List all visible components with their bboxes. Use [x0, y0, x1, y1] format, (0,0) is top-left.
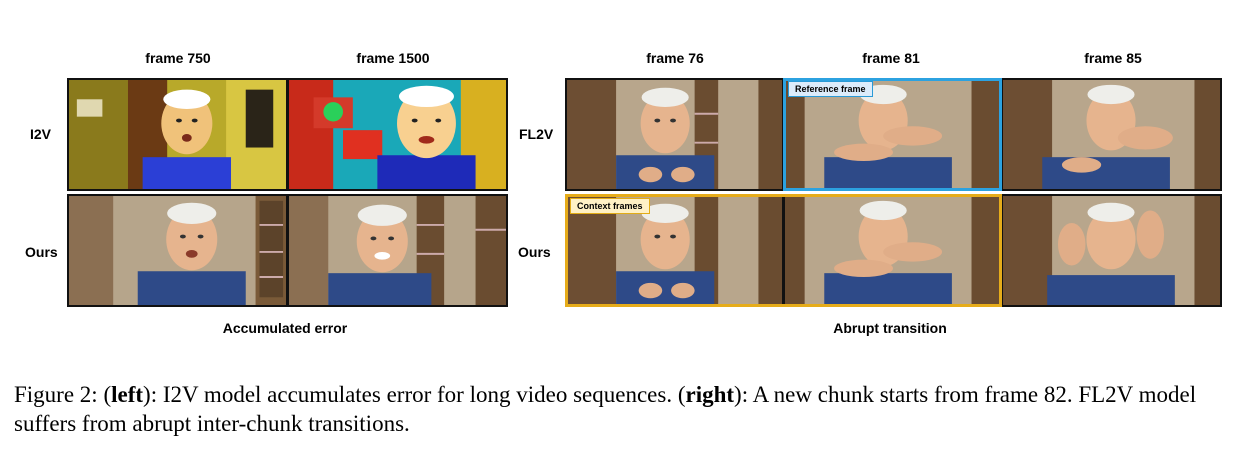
context-frames-tag: Context frames — [570, 198, 650, 214]
row-label-i2v: I2V — [30, 126, 52, 142]
frame-label-81: frame 81 — [862, 50, 920, 66]
image-fl2v-frame-76 — [565, 78, 784, 191]
reference-frame-tag: Reference frame — [788, 81, 873, 97]
image-ours-frame-76 — [565, 194, 784, 307]
row-label-ours-right: Ours — [518, 244, 551, 260]
left-bottom-label: Accumulated error — [222, 320, 348, 336]
frame-label-1500: frame 1500 — [356, 50, 430, 66]
caption-prefix: Figure 2: ( — [14, 382, 112, 407]
caption-left-word: left — [111, 382, 144, 407]
image-fl2v-frame-81 — [783, 78, 1002, 191]
image-ours-frame-81 — [783, 194, 1002, 307]
frame-label-76: frame 76 — [646, 50, 704, 66]
caption-mid2: ): A new chunk starts from frame 82. FL2… — [14, 382, 1197, 436]
row-label-ours-left: Ours — [25, 244, 58, 260]
image-ours-frame-85 — [1001, 194, 1222, 307]
image-fl2v-frame-85 — [1001, 78, 1222, 191]
caption-right-word: right — [685, 382, 735, 407]
context-frames-highlight — [565, 194, 1002, 307]
frame-label-750: frame 750 — [145, 50, 211, 66]
right-bottom-label: Abrupt transition — [833, 320, 947, 336]
reference-frame-highlight — [783, 78, 1002, 191]
frame-label-85: frame 85 — [1084, 50, 1142, 66]
image-i2v-frame-750 — [67, 78, 288, 191]
image-i2v-frame-1500 — [287, 78, 508, 191]
row-label-fl2v: FL2V — [519, 126, 554, 142]
figure-caption: Figure 2: (left): I2V model accumulates … — [14, 380, 1244, 438]
image-ours-frame-750 — [67, 194, 288, 307]
caption-mid1: ): I2V model accumulates error for long … — [143, 382, 686, 407]
image-ours-frame-1500 — [287, 194, 508, 307]
